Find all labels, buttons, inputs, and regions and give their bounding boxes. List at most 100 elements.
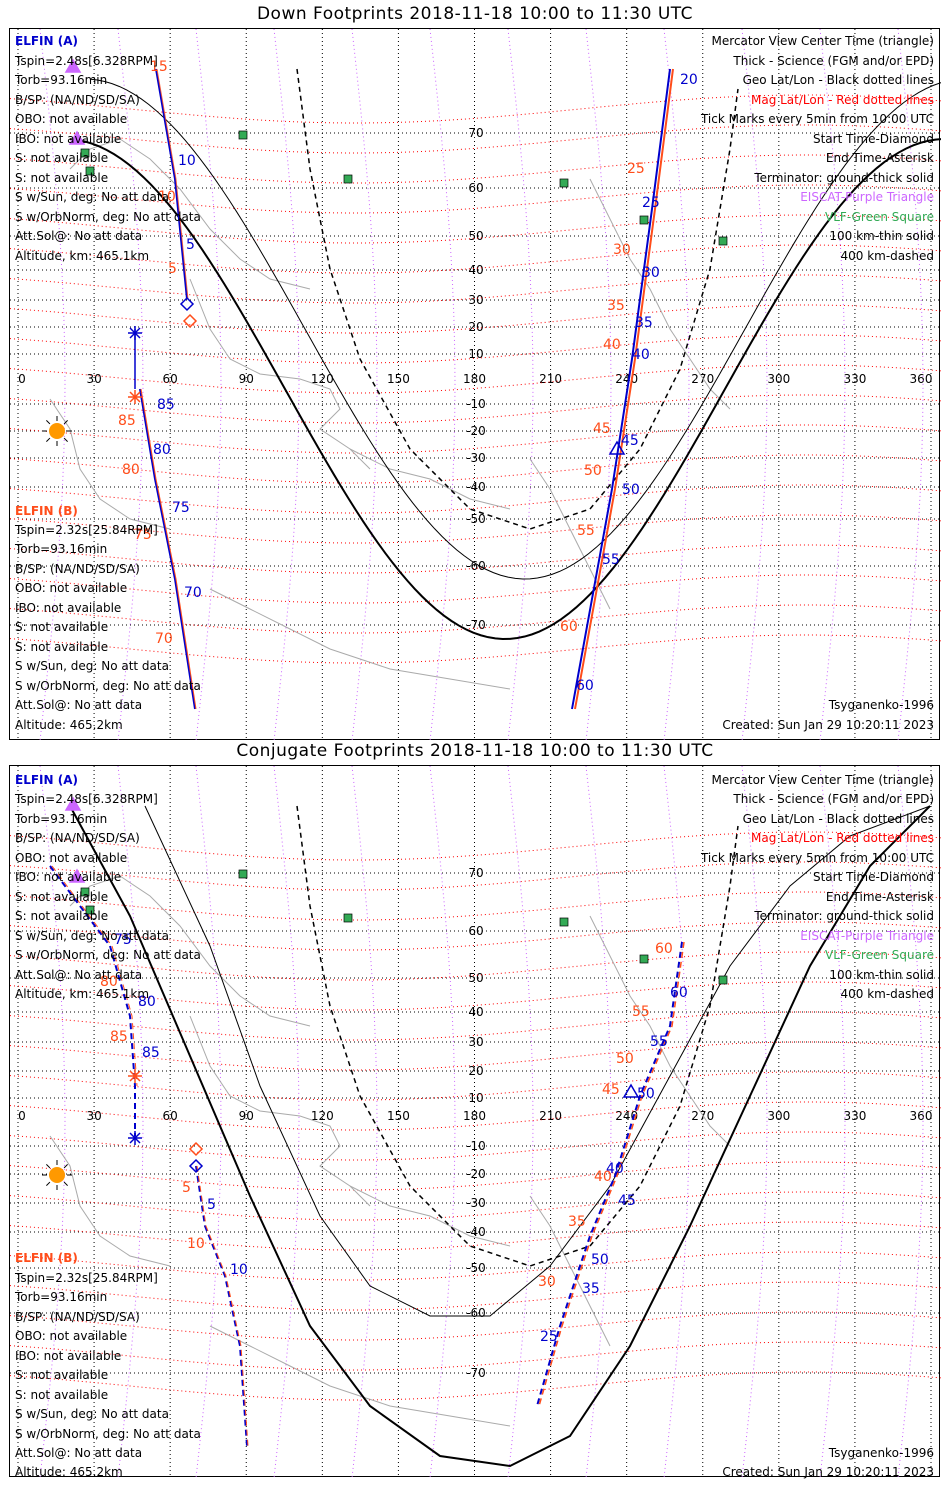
info-line: B/SP: (NA/ND/SD/SA) [15, 562, 140, 576]
vlf-square [85, 905, 95, 915]
track-a-north [49, 865, 136, 1136]
legend-item: VLF-Green Square [825, 948, 934, 962]
track-a-tick-label: 80 [153, 442, 171, 458]
lon-tick-label: 60 [163, 1109, 178, 1123]
terminator-100km [144, 805, 931, 1317]
legend-item: Geo Lat/Lon - Black dotted lines [742, 73, 934, 87]
track-b-tick-label: 40 [603, 337, 621, 353]
elfin-a-label: ELFIN (A) [15, 773, 78, 787]
model-label: Tsyganenko-1996 [828, 698, 934, 712]
track-b-tick-label: 50 [616, 1051, 634, 1067]
legend-item: Tick Marks every 5min from 10:00 UTC [700, 112, 934, 126]
coastline [529, 1195, 611, 1347]
info-line: Torb=93.16min [15, 812, 108, 826]
model-label: Tsyganenko-1996 [828, 1446, 934, 1460]
track-a-pacific [536, 941, 683, 1407]
track-a-tick-label: 25 [642, 195, 660, 211]
track-a-tick-label: 45 [618, 1193, 636, 1209]
lat-tick-label: 70 [468, 126, 483, 140]
lat-tick-label: 20 [468, 1064, 483, 1078]
track-b-tick-label: 70 [155, 631, 173, 647]
track-a-tick-label: 5 [207, 1197, 216, 1213]
legend-item: Start Time-Diamond [812, 132, 934, 146]
track-a-south [139, 388, 196, 710]
mag-lon-line [507, 766, 534, 1478]
info-line: Altitude, km: 465.1km [15, 987, 150, 1001]
mercator-map-conjugate: 0 30 60 90 120 150 180 210 240 270 300 330 360706050… [10, 766, 941, 1478]
track-b-tick-label: 55 [632, 1004, 650, 1020]
vlf-square [85, 166, 95, 176]
info-line: S: not available [15, 171, 109, 185]
lat-tick-label: 40 [468, 263, 483, 277]
lon-tick-label: 360 [910, 1109, 933, 1123]
lon-tick-label: 210 [539, 372, 562, 386]
lon-tick-label: 210 [539, 1109, 562, 1123]
vlf-square [238, 130, 248, 140]
lat-tick-label: 50 [468, 229, 483, 243]
info-line: S: not available [15, 1388, 109, 1402]
info-line: Tspin=2.32s[25.84RPM] [15, 523, 158, 537]
coastline [589, 178, 731, 410]
info-line: B/SP: (NA/ND/SD/SA) [15, 831, 140, 845]
track-b-tick-label: 30 [538, 1274, 556, 1290]
lat-tick-label: -30 [466, 451, 486, 465]
info-line: S: not available [15, 620, 109, 634]
info-line: S w/OrbNorm, deg: No att data [15, 679, 201, 693]
track-b-tick-label: 5 [182, 1180, 191, 1196]
info-line: S w/Sun, deg: No att data [15, 659, 169, 673]
created-label: Created: Sun Jan 29 10:20:11 2023 [722, 1465, 934, 1479]
info-line: B/SP: (NA/ND/SD/SA) [15, 1310, 140, 1324]
legend-item: EISCAT-Purple Triangle [800, 929, 934, 943]
vlf-square [80, 148, 90, 158]
legend-item: Mercator View Center Time (triangle) [711, 34, 934, 48]
info-line: OBO: not available [15, 851, 128, 865]
legend-item: VLF-Green Square [825, 210, 934, 224]
track-a-tick-label: 35 [582, 1281, 600, 1297]
eiscat-triangle [64, 796, 82, 811]
track-a-tick-label: 20 [680, 72, 698, 88]
legend-item: End Time-Asterisk [825, 151, 934, 165]
lat-tick-label: -40 [466, 480, 486, 494]
info-line: Torb=93.16min [15, 542, 108, 556]
legend-item: Mercator View Center Time (triangle) [711, 773, 934, 787]
lon-tick-label: 30 [86, 1109, 101, 1123]
track-a-tick-label: 10 [230, 1262, 248, 1278]
track-a-tick-label: 30 [642, 265, 660, 281]
elfin-a-label: ELFIN (A) [15, 34, 78, 48]
info-line: S w/OrbNorm, deg: No att data [15, 948, 201, 962]
info-line: S w/OrbNorm, deg: No att data [15, 210, 201, 224]
lat-tick-label: 70 [468, 866, 483, 880]
track-a-tick-label: 75 [172, 500, 190, 516]
track-b-tick-label: 10 [158, 189, 176, 205]
lat-tick-label: -70 [466, 1366, 486, 1380]
coastline [209, 588, 511, 690]
info-line: Altitude: 465.2km [15, 1465, 123, 1479]
mag-lon-line [741, 29, 768, 741]
terminator-400km [296, 68, 739, 530]
mag-lon-line [585, 29, 612, 741]
info-line: Altitude: 465.2km [15, 718, 123, 732]
legend-item: Tick Marks every 5min from 10:00 UTC [700, 851, 934, 865]
track-b-tick-label: 60 [560, 619, 578, 635]
terminator-ground [69, 805, 931, 1468]
start-diamond-a [188, 1158, 204, 1174]
info-line: IBO: not available [15, 132, 122, 146]
coastline [349, 1185, 511, 1247]
info-line: IBO: not available [15, 870, 122, 884]
lon-tick-label: 120 [311, 1109, 334, 1123]
track-a-tick-label: 50 [591, 1252, 609, 1268]
lat-tick-label: 50 [468, 971, 483, 985]
lat-tick-label: -20 [466, 1167, 486, 1181]
legend-item: EISCAT-Purple Triangle [800, 190, 934, 204]
mag-lat-line [10, 574, 941, 604]
info-line: Tspin=2.48s[6.328RPM] [15, 792, 158, 806]
vlf-square [559, 917, 569, 927]
vlf-square [343, 174, 353, 184]
lat-tick-label: 30 [468, 293, 483, 307]
legend-item: Mag Lat/Lon - Red dotted lines [750, 93, 934, 107]
lat-tick-label: -20 [466, 424, 486, 438]
lat-tick-label: -50 [466, 1261, 486, 1275]
coastline [349, 448, 511, 510]
info-line: S: not available [15, 1368, 109, 1382]
track-b-tick-label: 85 [110, 1029, 128, 1045]
